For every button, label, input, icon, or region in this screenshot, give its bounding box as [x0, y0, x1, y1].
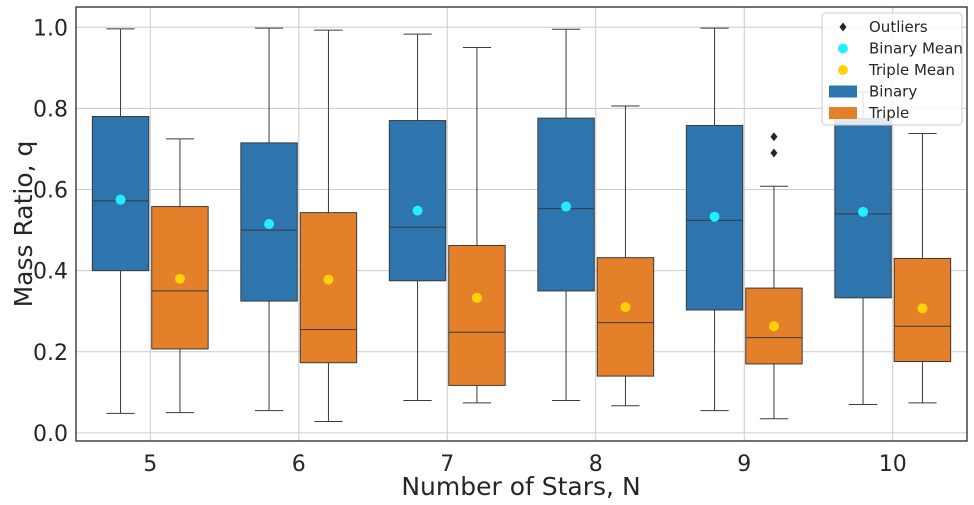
mean-point	[858, 206, 869, 217]
legend: Outliers Binary Mean Triple Mean Binary Trip…	[821, 12, 963, 126]
legend-marker	[838, 65, 848, 75]
legend-label: Triple Mean	[868, 61, 955, 79]
y-tick-label: 0.0	[33, 422, 68, 447]
outlier-point	[770, 132, 778, 142]
legend-marker	[839, 22, 847, 32]
x-tick-label: 9	[737, 452, 751, 477]
triple-box-7	[448, 47, 506, 404]
mean-point	[174, 273, 185, 284]
triple-box-8	[596, 105, 655, 407]
legend-item-triple: Triple	[829, 104, 909, 122]
legend-swatch	[829, 107, 857, 119]
plot-frame	[75, 6, 968, 442]
legend-item-triple-mean: Triple Mean	[838, 61, 955, 79]
x-tick-label: 7	[440, 452, 454, 477]
mean-point	[412, 205, 423, 216]
binary-box-10	[834, 91, 892, 405]
boxes	[91, 27, 952, 423]
binary-box-9	[685, 27, 744, 412]
triple-box-9	[745, 132, 803, 420]
legend-item-binary: Binary	[829, 83, 917, 101]
mean-point	[709, 211, 720, 222]
legend-marker	[838, 43, 848, 54]
x-tick-labels: 5 6 7 8 9 10	[143, 452, 907, 477]
x-tick-label: 10	[879, 452, 907, 477]
y-tick-label: 0.4	[33, 260, 68, 285]
triple-box-6	[299, 29, 358, 423]
mean-point	[471, 292, 482, 303]
mean-point	[768, 321, 779, 332]
x-axis-label: Number of Stars, N	[401, 472, 640, 501]
iqr-box	[448, 244, 506, 386]
mean-point	[620, 302, 631, 313]
y-tick-label: 0.6	[33, 179, 68, 204]
legend-label: Binary Mean	[869, 40, 963, 58]
legend-swatch	[829, 85, 857, 98]
triple-box-10	[893, 133, 952, 404]
outlier-point	[770, 148, 778, 158]
y-axis-label: Mass Ratio, q	[9, 141, 38, 308]
mean-point	[917, 303, 928, 314]
triple-box-5	[151, 138, 209, 414]
mean-point	[115, 194, 126, 205]
mean-point	[323, 274, 334, 285]
x-tick-label: 6	[292, 452, 306, 477]
iqr-box	[596, 257, 655, 377]
legend-label: Triple	[868, 104, 909, 122]
binary-box-7	[388, 33, 447, 401]
iqr-box	[388, 120, 447, 282]
binary-box-5	[91, 28, 150, 414]
y-tick-label: 0.2	[33, 341, 68, 366]
y-tick-label: 0.8	[33, 97, 68, 122]
legend-label: Binary	[869, 83, 917, 101]
legend-label: Outliers	[869, 18, 928, 36]
iqr-box	[91, 116, 150, 272]
binary-box-8	[537, 28, 595, 401]
y-tick-labels: 0.0 0.2 0.4 0.6 0.8 1.0	[33, 16, 68, 447]
legend-item-binary-mean: Binary Mean	[838, 40, 963, 58]
legend-item-outliers: Outliers	[839, 18, 928, 36]
x-tick-label: 8	[589, 452, 603, 477]
mean-point	[561, 201, 572, 212]
iqr-box	[299, 212, 358, 364]
binary-box-6	[240, 27, 298, 412]
mean-point	[264, 219, 275, 229]
x-tick-label: 5	[143, 452, 157, 477]
y-tick-label: 1.0	[33, 16, 68, 41]
